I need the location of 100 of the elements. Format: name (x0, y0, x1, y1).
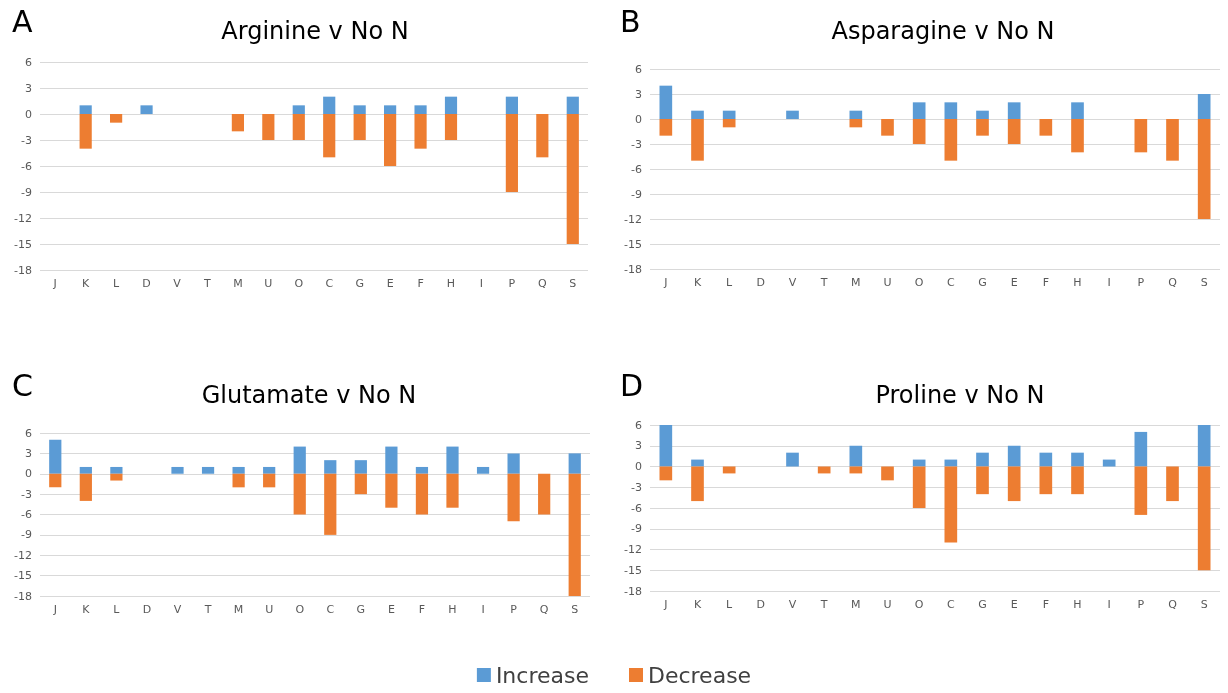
bar (691, 119, 704, 161)
x-tick-label: J (663, 276, 668, 289)
y-tick-label: -3 (631, 480, 642, 494)
y-tick-label: -3 (21, 133, 32, 147)
bar (140, 105, 153, 114)
bar (414, 105, 427, 114)
x-tick-label: E (1010, 598, 1018, 611)
bar (505, 96, 518, 114)
bar (354, 473, 367, 495)
bar (110, 114, 123, 123)
y-tick-label: 6 (25, 55, 32, 69)
x-tick-label: F (418, 603, 426, 616)
bar (446, 446, 459, 474)
y-tick-label: -15 (14, 569, 32, 583)
bar (263, 473, 276, 488)
x-tick-label: K (693, 276, 702, 289)
x-tick-label: G (978, 598, 987, 611)
y-tick-label: -18 (14, 263, 32, 277)
bar (1039, 452, 1053, 467)
y-tick-label: -6 (21, 508, 32, 521)
x-tick-label: P (1137, 598, 1145, 611)
bar (976, 119, 989, 136)
bar (415, 473, 429, 515)
bar (293, 446, 306, 474)
bar (1197, 425, 1211, 467)
x-tick-label: M (851, 276, 861, 289)
x-tick-label: T (819, 598, 828, 611)
bar (659, 425, 673, 467)
x-tick-label: U (883, 276, 892, 289)
bar (1039, 466, 1053, 495)
bar (976, 466, 989, 495)
x-tick-label: K (82, 277, 91, 290)
bar (849, 445, 863, 467)
x-tick-label: G (356, 603, 366, 616)
bar (849, 119, 863, 128)
x-tick-label: Q (1168, 276, 1178, 289)
x-tick-label: F (1042, 276, 1049, 289)
bar (1197, 94, 1211, 119)
bar (1007, 119, 1021, 144)
x-tick-label: Q (538, 277, 547, 290)
x-tick-label: O (295, 603, 305, 616)
x-tick-label: O (914, 598, 924, 611)
bar (110, 473, 123, 481)
bar (691, 110, 704, 119)
y-tick-label: -12 (14, 548, 32, 562)
bar (446, 473, 459, 508)
text: C (12, 367, 33, 403)
bar (1134, 431, 1148, 467)
x-tick-label: L (726, 598, 734, 611)
x-tick-label: K (693, 598, 702, 611)
x-tick-label: K (82, 603, 91, 616)
y-tick-label: 3 (635, 87, 642, 101)
bar (384, 114, 397, 166)
bar (944, 466, 958, 543)
bar (323, 96, 336, 114)
bar (293, 473, 306, 515)
bar (944, 459, 958, 467)
x-tick-label: U (264, 277, 273, 290)
bar (976, 452, 989, 467)
x-tick-label: M (851, 598, 861, 611)
x-tick-label: S (1200, 276, 1208, 289)
x-tick-label: V (788, 598, 797, 611)
bar (1007, 445, 1021, 467)
bar (49, 473, 62, 488)
bar (722, 119, 736, 128)
bar (262, 114, 275, 140)
bar (414, 114, 427, 149)
bar (566, 114, 579, 244)
bar (976, 110, 989, 119)
x-tick-label: T (819, 276, 828, 289)
bar (912, 102, 926, 119)
x-tick-label: C (946, 598, 955, 611)
y-tick-label: -15 (624, 563, 642, 577)
bar (507, 473, 520, 522)
bar (232, 473, 245, 488)
bar (881, 119, 894, 136)
y-tick-label: 0 (635, 112, 642, 126)
x-tick-label: C (326, 603, 335, 616)
bar (79, 114, 92, 149)
x-tick-label: F (417, 277, 424, 290)
y-tick-label: -6 (21, 159, 32, 173)
x-tick-label: F (1042, 598, 1049, 611)
bar (354, 460, 367, 474)
bar (353, 114, 366, 140)
chart-title: Asparagine v No N (831, 17, 1055, 45)
bar (536, 114, 549, 158)
bar (323, 114, 336, 158)
bar (849, 110, 863, 119)
x-tick-label: G (978, 276, 987, 289)
bar (566, 96, 579, 114)
text: D (620, 367, 644, 403)
x-tick-label: D (142, 603, 152, 616)
x-tick-label: C (325, 277, 334, 290)
bar (1102, 459, 1116, 467)
y-tick-label: -18 (624, 584, 642, 598)
text: B (620, 3, 641, 39)
x-tick-label: T (203, 603, 212, 616)
bar (231, 114, 244, 132)
y-tick-label: -18 (624, 262, 642, 276)
x-tick-label: H (446, 277, 456, 290)
